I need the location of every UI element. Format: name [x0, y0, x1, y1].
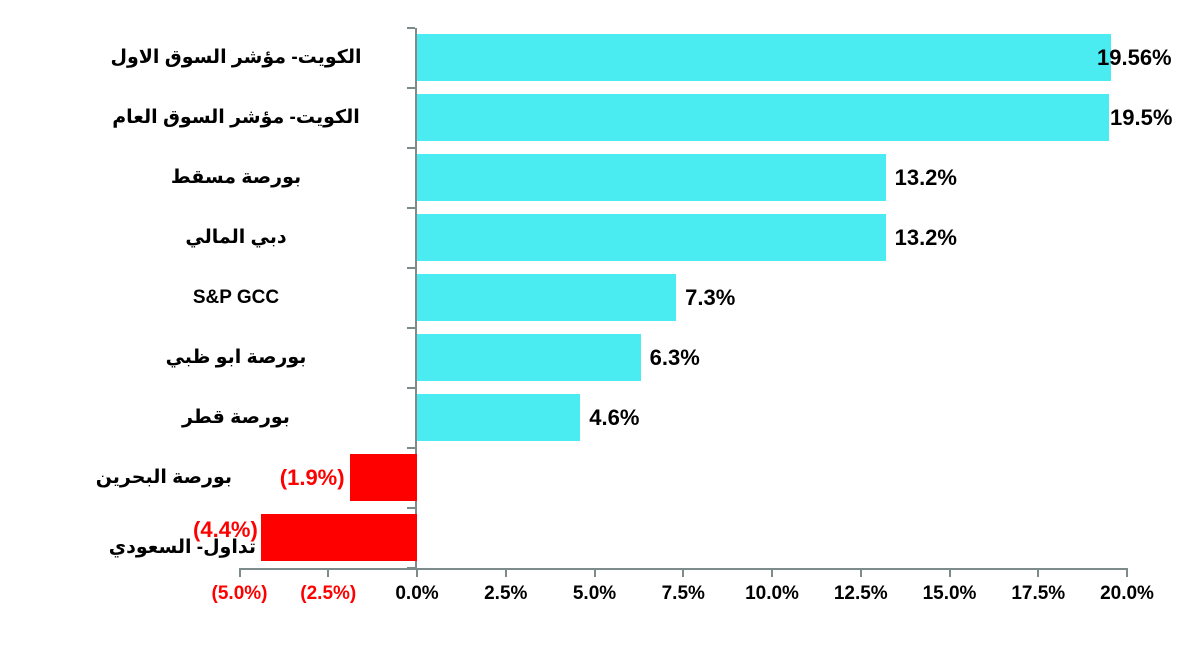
y-axis-tick	[407, 387, 415, 389]
bar-negative	[260, 514, 417, 561]
x-axis-tick	[1126, 568, 1128, 577]
x-axis-tick	[771, 568, 773, 577]
y-axis-tick	[407, 267, 415, 269]
y-axis-tick	[407, 507, 415, 509]
category-label: تداول- السعودي	[108, 537, 256, 558]
x-axis-tick	[416, 568, 418, 577]
value-label: (4.4%)	[193, 517, 258, 542]
bar-positive	[417, 154, 886, 201]
x-axis-tick-label: 17.5%	[1011, 583, 1066, 604]
bar-positive	[417, 214, 886, 261]
x-axis-tick-label: 12.5%	[833, 583, 888, 604]
value-label: 19.56%	[1097, 45, 1172, 70]
x-axis-tick-label: 20.0%	[1100, 583, 1154, 604]
x-axis-tick	[1037, 568, 1040, 577]
category-label: بورصة قطر	[182, 407, 290, 428]
bar-positive	[417, 394, 581, 441]
y-axis-tick	[407, 27, 415, 29]
x-axis-tick-label: 5.0%	[572, 583, 617, 604]
x-axis-tick	[238, 568, 241, 577]
x-axis-tick-label: (5.0%)	[211, 583, 268, 604]
category-label: دبي المالي	[185, 227, 287, 248]
x-axis-tick	[504, 568, 507, 577]
value-label: 13.2%	[894, 225, 957, 250]
bar-positive	[417, 34, 1112, 81]
x-axis-tick	[859, 568, 862, 577]
value-label: (1.9%)	[279, 465, 345, 490]
x-axis-tick	[327, 568, 330, 577]
x-axis-tick	[682, 568, 685, 577]
category-label: بورصة مسقط	[170, 167, 302, 188]
category-label: الكويت- مؤشر السوق العام	[112, 107, 360, 128]
category-label: بورصة البحرين	[95, 467, 232, 488]
x-axis-tick-label: 10.0%	[745, 583, 799, 604]
y-axis-tick	[407, 147, 415, 149]
value-label: 7.3%	[685, 285, 736, 310]
bar-positive	[417, 274, 677, 321]
category-label: بورصة ابو ظبي	[165, 347, 307, 368]
x-axis-tick-label: 7.5%	[661, 583, 705, 604]
value-label: 4.6%	[589, 405, 640, 430]
x-axis-tick-label: 0.0%	[395, 583, 439, 604]
y-axis-line	[415, 28, 417, 568]
category-label: S&P GCC	[192, 287, 280, 308]
x-axis-tick-label: 2.5%	[484, 583, 528, 604]
y-axis-tick	[407, 87, 415, 89]
x-axis-tick	[593, 568, 596, 577]
x-axis-tick	[948, 568, 951, 577]
value-label: 6.3%	[649, 345, 700, 370]
value-label: 19.5%	[1110, 105, 1173, 130]
category-label: الكويت- مؤشر السوق الاول	[110, 47, 362, 68]
value-label: 13.2%	[894, 165, 957, 190]
y-axis-tick	[407, 207, 415, 209]
y-axis-tick	[407, 447, 415, 449]
bar-negative	[349, 454, 417, 501]
x-axis-tick-label: (2.5%)	[300, 583, 357, 604]
bar-positive	[417, 94, 1110, 141]
bar-positive	[417, 334, 641, 381]
y-axis-tick	[407, 327, 415, 329]
x-axis-tick-label: 15.0%	[922, 583, 977, 604]
